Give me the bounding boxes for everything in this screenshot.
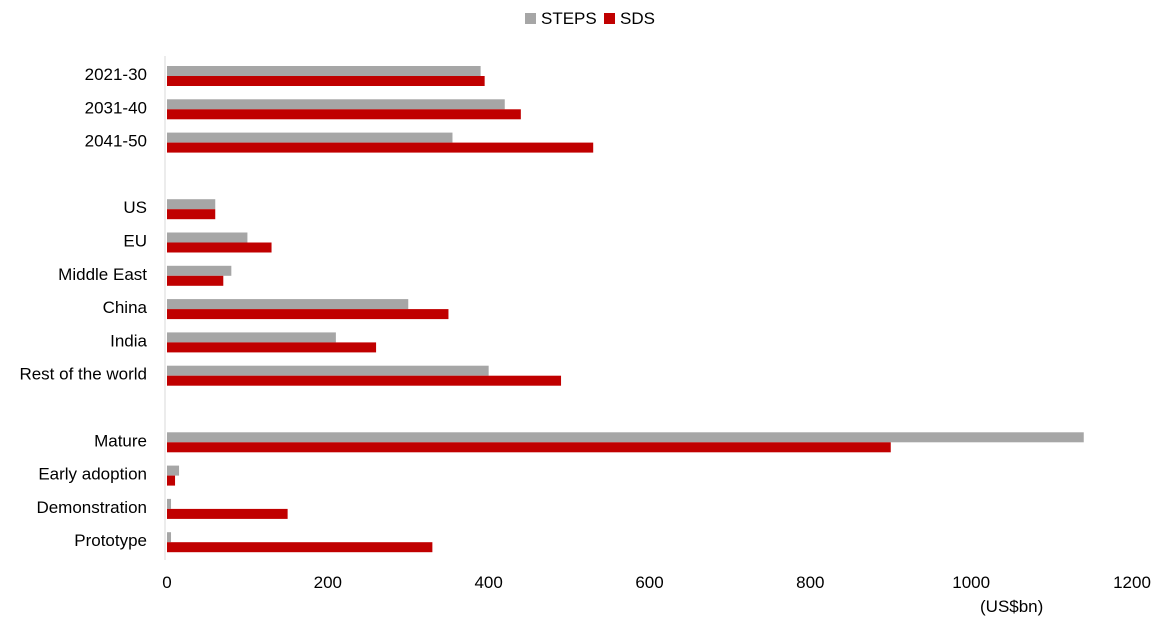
bar-sds-2021-30 [167, 76, 485, 86]
bar-sds-early-adoption [167, 475, 176, 486]
bar-sds-china [167, 309, 449, 320]
category-label-eu: EU [123, 232, 147, 251]
bar-steps-eu [167, 232, 248, 243]
x-axis-ticks: 0 200 400 600 800 1000 1200 [162, 573, 1151, 592]
bar-steps-mature [167, 432, 1084, 443]
legend-label-steps: STEPS [541, 9, 597, 28]
bar-steps-china [167, 299, 409, 310]
bar-sds-eu [167, 242, 272, 253]
category-label-early-adoption: Early adoption [38, 465, 147, 484]
bar-sds-2031-40 [167, 109, 521, 120]
legend-label-sds: SDS [620, 9, 655, 28]
bar-sds-rest-of-the-world [167, 375, 562, 386]
category-label-prototype: Prototype [74, 531, 147, 550]
category-label-india: India [110, 331, 147, 350]
x-tick-1000: 1000 [952, 573, 990, 592]
x-tick-600: 600 [635, 573, 663, 592]
bar-steps-2021-30 [167, 66, 481, 76]
category-label-us: US [123, 198, 147, 217]
category-label-2031-40: 2031-40 [85, 98, 147, 117]
unit-label: (US$bn) [980, 597, 1043, 616]
category-labels: 2021-30 2031-40 2041-50 US EU Middle East Chin… [19, 65, 147, 550]
bar-steps-us [167, 199, 216, 210]
legend: STEPS SDS [525, 9, 655, 28]
category-label-rest-of-the-world: Rest of the world [19, 365, 147, 384]
category-label-2021-30: 2021-30 [85, 65, 147, 84]
category-label-middle-east: Middle East [58, 265, 147, 284]
bar-sds-middle-east [167, 275, 224, 286]
bar-sds-prototype [167, 542, 433, 553]
bar-steps-2031-40 [167, 99, 505, 110]
legend-swatch-sds [604, 13, 615, 24]
bars [167, 66, 1084, 553]
category-label-china: China [103, 298, 148, 317]
bar-sds-india [167, 342, 377, 353]
category-label-mature: Mature [94, 431, 147, 450]
bar-sds-us [167, 209, 216, 220]
x-tick-400: 400 [474, 573, 502, 592]
category-label-demonstration: Demonstration [36, 498, 147, 517]
x-tick-800: 800 [796, 573, 824, 592]
bar-steps-early-adoption [167, 465, 180, 476]
category-label-2041-50: 2041-50 [85, 132, 147, 151]
x-tick-0: 0 [162, 573, 171, 592]
bar-steps-middle-east [167, 265, 232, 276]
x-tick-200: 200 [314, 573, 342, 592]
bar-sds-2041-50 [167, 142, 594, 153]
bar-steps-prototype [167, 532, 172, 543]
x-tick-1200: 1200 [1113, 573, 1151, 592]
legend-swatch-steps [525, 13, 536, 24]
bar-steps-rest-of-the-world [167, 365, 489, 376]
bar-steps-2041-50 [167, 132, 453, 143]
bar-sds-mature [167, 442, 891, 453]
bar-sds-demonstration [167, 508, 288, 519]
bar-steps-demonstration [167, 498, 172, 509]
bar-steps-india [167, 332, 336, 343]
